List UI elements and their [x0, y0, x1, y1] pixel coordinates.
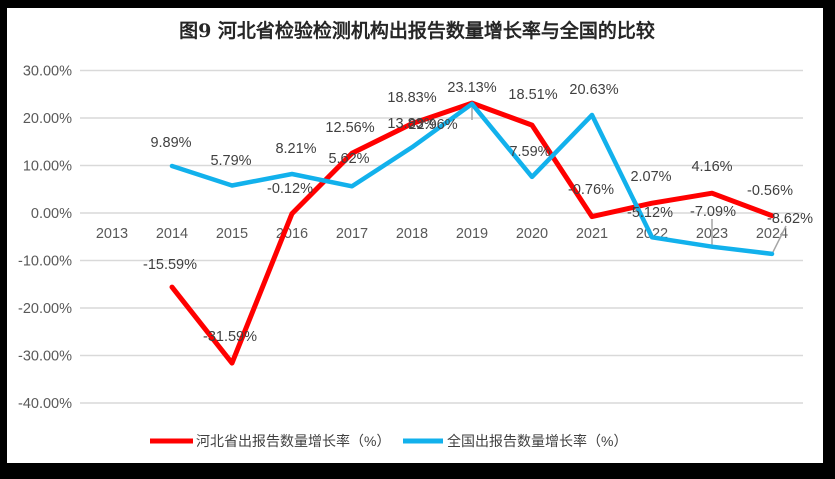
y-axis-tick-label: 0.00%	[31, 206, 72, 222]
data-label: 12.56%	[325, 120, 374, 136]
leader-lines-group	[471, 106, 787, 253]
series-line-national	[169, 101, 775, 257]
data-label: 5.79%	[210, 153, 251, 169]
data-label: 8.21%	[275, 141, 316, 157]
legend-label-hebei: 河北省出报告数量增长率（%）	[196, 433, 390, 449]
x-axis-tick-label: 2020	[516, 226, 548, 242]
data-label: -5.12%	[627, 205, 673, 221]
legend-label-national: 全国出报告数量增长率（%）	[447, 433, 627, 449]
data-label: -0.56%	[747, 183, 793, 199]
data-label: 9.89%	[150, 135, 191, 151]
x-axis-tick-label: 2015	[216, 226, 248, 242]
data-label: -7.09%	[690, 204, 736, 220]
data-label: 18.51%	[508, 87, 557, 103]
y-axis-labels-group: 30.00% 20.00% 10.00% 0.00% -10.00% -20.00% -30…	[18, 64, 72, 413]
leader-line	[772, 225, 787, 253]
data-labels-group: -15.59% -31.59% -0.12% 12.56% 18.83% 23.13% 18…	[143, 80, 813, 345]
data-label: 5.62%	[328, 151, 369, 167]
y-axis-tick-label: 10.00%	[23, 159, 72, 175]
data-label: 2.07%	[630, 169, 671, 185]
data-label: 13.83%	[387, 116, 436, 132]
y-axis-tick-label: -10.00%	[18, 254, 72, 270]
x-axis-tick-label: 2024	[756, 226, 788, 242]
x-axis-tick-label: 2014	[156, 226, 188, 242]
data-label: -8.62%	[767, 211, 813, 227]
gridlines-group	[80, 69, 803, 404]
y-axis-tick-label: 20.00%	[23, 111, 72, 127]
legend: 河北省出报告数量增长率（%） 全国出报告数量增长率（%）	[150, 433, 627, 449]
data-label: 4.16%	[691, 159, 732, 175]
data-label: -0.76%	[568, 182, 614, 198]
series-lines-group	[169, 100, 775, 366]
data-label: -0.12%	[267, 181, 313, 197]
chart-title: 图9 河北省检验检测机构出报告数量增长率与全国的比较	[179, 19, 655, 42]
x-axis-tick-label: 2017	[336, 226, 368, 242]
data-label: 22.96%	[408, 117, 457, 133]
data-label: 20.63%	[569, 82, 618, 98]
x-axis-tick-label: 2013	[96, 226, 128, 242]
x-axis-tick-label: 2021	[576, 226, 608, 242]
x-axis-tick-label: 2019	[456, 226, 488, 242]
data-label: 18.83%	[387, 90, 436, 106]
data-label: 7.59%	[509, 144, 550, 160]
x-axis-tick-label: 2018	[396, 226, 428, 242]
y-axis-tick-label: -40.00%	[18, 396, 72, 412]
data-label: -15.59%	[143, 257, 197, 273]
y-axis-tick-label: -20.00%	[18, 301, 72, 317]
y-axis-tick-label: -30.00%	[18, 349, 72, 365]
data-label: -31.59%	[203, 329, 257, 345]
chart-canvas	[7, 8, 823, 463]
data-label: 23.13%	[447, 80, 496, 96]
y-axis-tick-label: 30.00%	[23, 64, 72, 80]
